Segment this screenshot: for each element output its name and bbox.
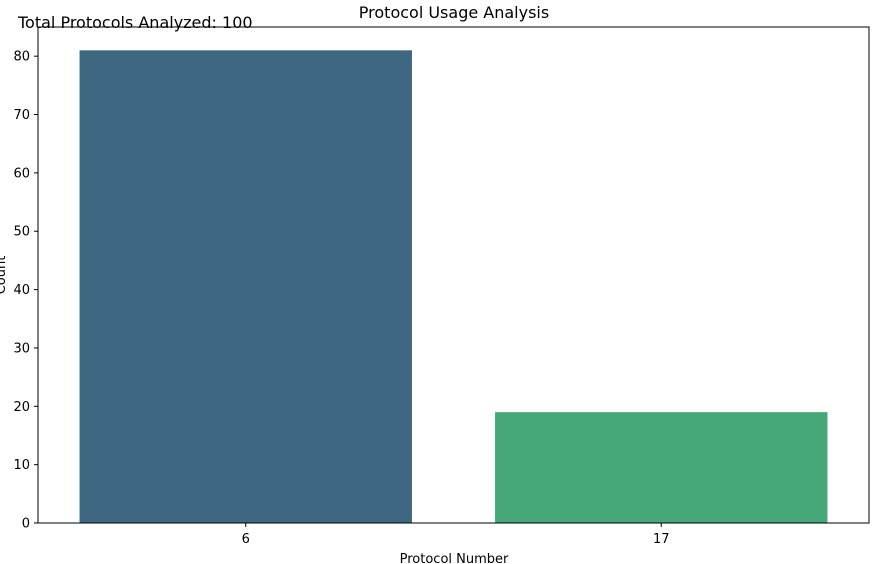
- y-tick-label: 50: [13, 225, 30, 240]
- y-tick-label: 80: [13, 50, 30, 65]
- total-annotation: Total Protocols Analyzed: 100: [17, 13, 253, 32]
- chart-title: Protocol Usage Analysis: [359, 3, 549, 22]
- y-tick-label: 60: [13, 166, 30, 181]
- y-tick-label: 10: [13, 458, 30, 473]
- x-tick-label: 17: [653, 532, 670, 547]
- bar-17: [495, 412, 828, 523]
- y-axis-ticks: 0 10 20 30 40 50 60 70 80: [13, 50, 38, 532]
- plot-frame: [37, 26, 870, 524]
- y-tick-label: 40: [13, 283, 30, 298]
- y-tick-label: 30: [13, 341, 30, 356]
- x-axis-label: Protocol Number: [400, 552, 509, 564]
- bars-group: [79, 50, 828, 523]
- y-tick-label: 70: [13, 108, 30, 123]
- y-axis-label: Count: [0, 256, 9, 295]
- x-tick-label: 6: [242, 532, 250, 547]
- y-tick-label: 0: [22, 517, 30, 532]
- y-tick-label: 20: [13, 400, 30, 415]
- bar-6: [79, 50, 412, 523]
- x-axis-ticks: 6 17: [242, 523, 670, 547]
